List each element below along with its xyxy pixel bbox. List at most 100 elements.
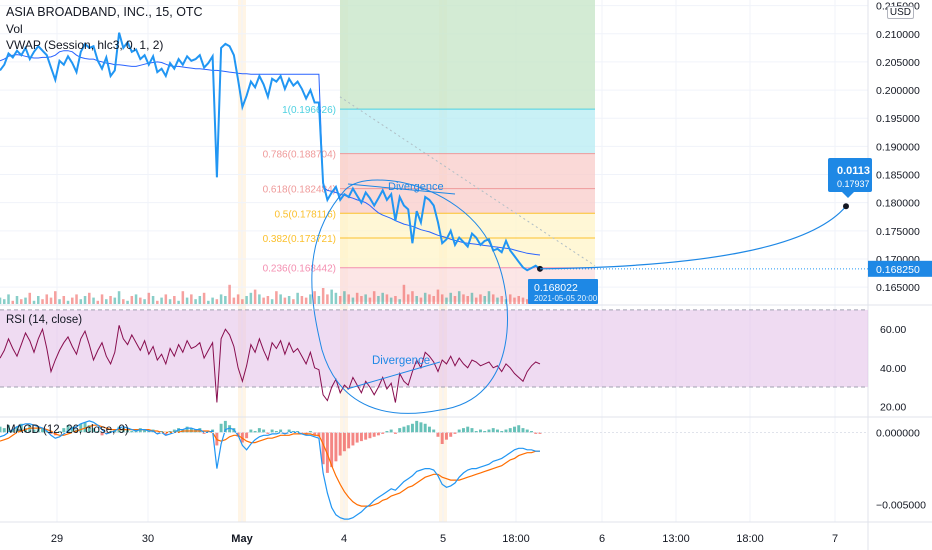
symbol-title[interactable]: ASIA BROADBAND, INC., 15, OTC bbox=[6, 5, 203, 19]
macd-histogram-bar-116 bbox=[491, 428, 495, 433]
volume-indicator-label[interactable]: Vol bbox=[6, 22, 23, 36]
volume-bar-68 bbox=[287, 296, 291, 304]
macd-histogram-bar-92 bbox=[389, 429, 393, 433]
volume-bar-4 bbox=[15, 296, 19, 304]
volume-bar-111 bbox=[470, 292, 474, 304]
volume-bar-102 bbox=[432, 296, 435, 304]
volume-bar-18 bbox=[75, 294, 78, 304]
time-tick-7: 13:00 bbox=[662, 533, 690, 545]
volume-bar-38 bbox=[160, 297, 163, 304]
macd-histogram-bar-48 bbox=[202, 432, 206, 434]
volume-bar-53 bbox=[224, 296, 227, 304]
volume-bar-97 bbox=[411, 291, 414, 304]
macd-histogram-bar-0 bbox=[0, 426, 2, 433]
volume-bar-96 bbox=[406, 294, 410, 304]
volume-bar-40 bbox=[168, 299, 172, 304]
macd-indicator-label[interactable]: MACD (12, 26, close, 9) bbox=[6, 424, 129, 436]
volume-bar-87 bbox=[368, 297, 372, 304]
volume-bar-0 bbox=[0, 297, 2, 304]
macd-histogram-bar-85 bbox=[359, 432, 363, 442]
volume-bar-32 bbox=[134, 294, 138, 304]
volume-bar-95 bbox=[402, 284, 406, 304]
fib-zone-4 bbox=[340, 238, 595, 268]
macd-histogram-bar-30 bbox=[126, 429, 130, 433]
volume-bar-20 bbox=[83, 296, 87, 304]
macd-histogram-bar-96 bbox=[406, 425, 410, 433]
macd-histogram-bar-78 bbox=[330, 432, 334, 468]
macd-histogram-bar-82 bbox=[347, 432, 351, 449]
volume-bar-103 bbox=[436, 289, 440, 304]
volume-bar-86 bbox=[364, 294, 367, 304]
macd-histogram-bar-101 bbox=[427, 426, 431, 433]
macd-histogram-bar-70 bbox=[296, 431, 300, 433]
volume-bar-81 bbox=[343, 291, 346, 304]
rsi-tick-2: 20.00 bbox=[880, 401, 906, 413]
volume-bar-57 bbox=[241, 299, 244, 304]
volume-bar-46 bbox=[194, 299, 197, 304]
macd-histogram-bar-7 bbox=[28, 425, 32, 433]
macd-histogram-bar-19 bbox=[79, 423, 83, 433]
volume-bar-93 bbox=[394, 296, 397, 304]
time-tick-3: 4 bbox=[341, 533, 347, 545]
fib-zone-3 bbox=[340, 213, 595, 239]
volume-bar-67 bbox=[283, 297, 287, 304]
annotations-layer[interactable]: Divergence 0.0113 0.17937 0.1680222021-05-0… bbox=[311, 158, 872, 414]
volume-bar-122 bbox=[517, 296, 521, 304]
volume-bar-12 bbox=[49, 297, 53, 304]
volume-bar-30 bbox=[126, 300, 129, 304]
macd-histogram-bar-33 bbox=[138, 428, 142, 433]
vwap-indicator-label[interactable]: VWAP (Session, hlc3, 0, 1, 2) bbox=[6, 38, 164, 52]
volume-bar-99 bbox=[419, 297, 423, 304]
volume-bar-121 bbox=[513, 297, 516, 304]
volume-bar-48 bbox=[202, 292, 206, 304]
currency-badge[interactable]: USD bbox=[886, 6, 914, 19]
rsi-pane[interactable] bbox=[0, 309, 868, 403]
time-tick-8: 18:00 bbox=[736, 533, 764, 545]
macd-histogram-bar-67 bbox=[283, 432, 287, 434]
macd-histogram-bar-4 bbox=[15, 426, 19, 433]
macd-histogram-bar-1 bbox=[2, 428, 6, 433]
macd-line bbox=[0, 420, 540, 520]
time-tick-5: 18:00 bbox=[502, 533, 530, 545]
macd-pane[interactable] bbox=[0, 420, 868, 520]
projection-change-label: 0.0113 bbox=[837, 165, 870, 177]
macd-histogram-bar-113 bbox=[478, 429, 482, 433]
volume-bar-112 bbox=[474, 297, 478, 304]
macd-histogram-bar-63 bbox=[266, 432, 270, 434]
volume-bar-3 bbox=[11, 300, 15, 304]
macd-histogram-bar-81 bbox=[342, 432, 346, 452]
volume-bar-123 bbox=[521, 297, 525, 304]
fib-label-3: 0.5(0.178116) bbox=[274, 209, 336, 220]
cursor-price-label: 0.168022 bbox=[534, 282, 578, 294]
volume-bar-118 bbox=[500, 296, 503, 304]
time-tick-0: 29 bbox=[51, 533, 63, 545]
macd-histogram-bar-117 bbox=[496, 429, 499, 433]
volume-bar-29 bbox=[122, 299, 125, 304]
price-tick-2: 0.205000 bbox=[876, 57, 920, 69]
volume-bar-116 bbox=[491, 294, 495, 304]
macd-histogram-bar-88 bbox=[372, 432, 376, 437]
volume-bar-58 bbox=[245, 296, 248, 304]
macd-histogram-bar-41 bbox=[172, 429, 176, 433]
macd-histogram-bar-97 bbox=[410, 423, 414, 433]
price-tick-6: 0.185000 bbox=[876, 170, 920, 182]
macd-histogram-bar-40 bbox=[168, 431, 172, 433]
macd-histogram-bar-20 bbox=[83, 422, 87, 433]
macd-histogram-bar-34 bbox=[143, 429, 147, 433]
volume-bar-59 bbox=[249, 292, 253, 304]
projection-arrow bbox=[539, 205, 847, 270]
macd-histogram-bar-90 bbox=[381, 432, 385, 434]
volume-bar-88 bbox=[372, 291, 376, 304]
volume-bar-84 bbox=[355, 292, 359, 304]
price-pane[interactable] bbox=[0, 32, 868, 272]
volume-bar-115 bbox=[487, 291, 491, 304]
macd-histogram-bar-109 bbox=[461, 428, 465, 433]
macd-histogram-bar-100 bbox=[423, 423, 427, 433]
macd-histogram-bar-103 bbox=[436, 432, 440, 437]
volume-bar-120 bbox=[508, 294, 512, 304]
cursor-time-label: 2021-05-05 20:00 bbox=[534, 294, 598, 303]
rsi-indicator-label[interactable]: RSI (14, close) bbox=[6, 314, 83, 326]
volume-bar-106 bbox=[449, 292, 452, 304]
macd-histogram-bar-106 bbox=[449, 432, 453, 437]
